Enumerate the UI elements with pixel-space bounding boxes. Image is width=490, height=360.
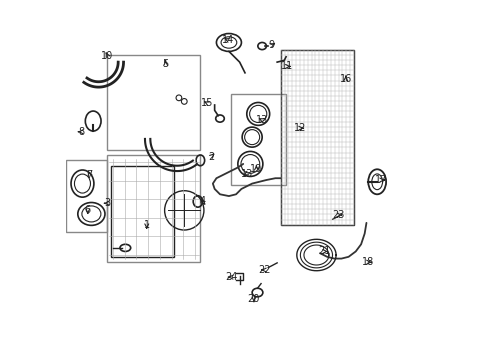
Text: 11: 11 xyxy=(281,62,294,71)
Text: 2: 2 xyxy=(208,152,214,162)
Text: 24: 24 xyxy=(225,272,238,282)
Bar xyxy=(107,55,200,150)
Text: 14: 14 xyxy=(222,35,234,45)
Text: 20: 20 xyxy=(248,294,260,303)
Text: 13: 13 xyxy=(256,115,268,125)
Text: 6: 6 xyxy=(85,205,91,215)
Text: 9: 9 xyxy=(269,40,275,50)
Text: 3: 3 xyxy=(104,198,111,208)
Text: 13: 13 xyxy=(241,168,253,179)
Text: 8: 8 xyxy=(78,127,84,137)
Bar xyxy=(107,155,200,262)
Text: 15: 15 xyxy=(201,98,214,108)
Bar xyxy=(231,94,286,185)
Bar xyxy=(111,166,173,257)
Text: 19: 19 xyxy=(250,163,263,174)
Text: 7: 7 xyxy=(86,170,93,180)
Text: 16: 16 xyxy=(340,74,352,84)
Bar xyxy=(281,50,354,225)
Text: 12: 12 xyxy=(294,123,307,133)
Text: 23: 23 xyxy=(332,210,345,220)
Text: 21: 21 xyxy=(318,247,330,256)
Bar xyxy=(66,160,107,232)
Text: 17: 17 xyxy=(375,175,388,185)
Text: 1: 1 xyxy=(144,220,150,230)
Text: 18: 18 xyxy=(362,257,374,267)
Text: 22: 22 xyxy=(258,265,271,275)
Text: 4: 4 xyxy=(199,197,205,206)
Text: 10: 10 xyxy=(101,51,114,61)
Text: 5: 5 xyxy=(163,59,169,69)
